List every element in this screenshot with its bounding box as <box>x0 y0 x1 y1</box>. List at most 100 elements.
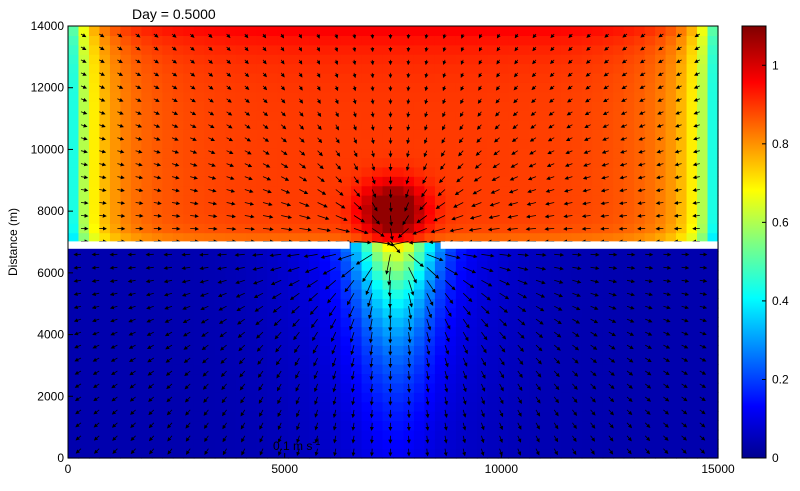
heatmap-cell <box>445 129 456 139</box>
heatmap-cell <box>309 204 320 214</box>
heatmap-cell <box>236 317 247 327</box>
heatmap-cell <box>645 223 656 233</box>
heatmap-cell <box>655 167 666 177</box>
heatmap-cell <box>634 73 645 83</box>
heatmap-cell <box>529 261 540 271</box>
heatmap-cell <box>403 242 414 252</box>
heatmap-cell <box>445 139 456 149</box>
heatmap-cell <box>278 298 289 308</box>
heatmap-cell <box>466 176 477 186</box>
heatmap-cell <box>257 214 268 224</box>
heatmap-cell <box>194 392 205 402</box>
heatmap-cell <box>89 186 100 196</box>
heatmap-cell <box>529 35 540 45</box>
heatmap-cell <box>477 270 488 280</box>
heatmap-cell <box>383 101 394 111</box>
heatmap-cell <box>519 214 530 224</box>
heatmap-cell <box>215 383 226 393</box>
heatmap-cell <box>78 270 89 280</box>
heatmap-cell <box>676 270 687 280</box>
heatmap-cell <box>131 327 142 337</box>
heatmap-cell <box>529 270 540 280</box>
heatmap-cell <box>110 345 121 355</box>
heatmap-cell <box>687 411 698 421</box>
heatmap-cell <box>246 204 257 214</box>
heatmap-cell <box>529 204 540 214</box>
heatmap-cell <box>383 411 394 421</box>
heatmap-cell <box>435 298 446 308</box>
heatmap-cell <box>267 402 278 412</box>
heatmap-cell <box>309 261 320 271</box>
heatmap-cell <box>362 157 373 167</box>
heatmap-cell <box>424 64 435 74</box>
heatmap-cell <box>634 270 645 280</box>
heatmap-cell <box>225 101 236 111</box>
heatmap-cell <box>508 35 519 45</box>
heatmap-cell <box>624 261 635 271</box>
heatmap-cell <box>320 402 331 412</box>
heatmap-cell <box>466 430 477 440</box>
heatmap-cell <box>687 251 698 261</box>
heatmap-cell <box>634 449 645 459</box>
heatmap-cell <box>435 345 446 355</box>
heatmap-cell <box>550 383 561 393</box>
heatmap-cell <box>424 430 435 440</box>
heatmap-cell <box>687 139 698 149</box>
heatmap-cell <box>341 129 352 139</box>
heatmap-cell <box>687 430 698 440</box>
heatmap-cell <box>89 364 100 374</box>
heatmap-cell <box>508 45 519 55</box>
heatmap-cell <box>519 270 530 280</box>
heatmap-cell <box>120 449 131 459</box>
heatmap-cell <box>393 92 404 102</box>
heatmap-cell <box>666 101 677 111</box>
heatmap-cell <box>152 261 163 271</box>
heatmap-cell <box>183 195 194 205</box>
heatmap-cell <box>571 355 582 365</box>
heatmap-cell <box>592 383 603 393</box>
heatmap-cell <box>561 139 572 149</box>
heatmap-cell <box>540 129 551 139</box>
heatmap-cell <box>372 148 383 158</box>
heatmap-cell <box>655 439 666 449</box>
heatmap-cell <box>152 73 163 83</box>
heatmap-cell <box>645 82 656 92</box>
heatmap-cell <box>78 289 89 299</box>
heatmap-cell <box>194 26 205 36</box>
heatmap-cell <box>267 289 278 299</box>
heatmap-cell <box>278 411 289 421</box>
heatmap-cell <box>299 317 310 327</box>
heatmap-cell <box>351 54 362 64</box>
heatmap-cell <box>666 364 677 374</box>
heatmap-cell <box>519 317 530 327</box>
heatmap-cell <box>383 214 394 224</box>
heatmap-cell <box>236 139 247 149</box>
heatmap-cell <box>508 73 519 83</box>
heatmap-cell <box>561 35 572 45</box>
heatmap-cell <box>540 176 551 186</box>
heatmap-cell <box>78 54 89 64</box>
heatmap-cell <box>676 420 687 430</box>
heatmap-cell <box>372 111 383 121</box>
heatmap-cell <box>89 420 100 430</box>
heatmap-cell <box>330 373 341 383</box>
heatmap-cell <box>393 261 404 271</box>
heatmap-cell <box>582 101 593 111</box>
heatmap-cell <box>676 317 687 327</box>
heatmap-cell <box>697 64 708 74</box>
heatmap-cell <box>257 35 268 45</box>
heatmap-cell <box>194 449 205 459</box>
heatmap-cell <box>99 64 110 74</box>
heatmap-cell <box>445 402 456 412</box>
heatmap-cell <box>68 195 79 205</box>
heatmap-cell <box>89 73 100 83</box>
heatmap-cell <box>414 214 425 224</box>
heatmap-cell <box>309 402 320 412</box>
heatmap-cell <box>403 157 414 167</box>
heatmap-cell <box>687 167 698 177</box>
heatmap-cell <box>582 280 593 290</box>
heatmap-cell <box>666 223 677 233</box>
heatmap-cell <box>68 139 79 149</box>
heatmap-cell <box>351 139 362 149</box>
heatmap-cell <box>330 54 341 64</box>
